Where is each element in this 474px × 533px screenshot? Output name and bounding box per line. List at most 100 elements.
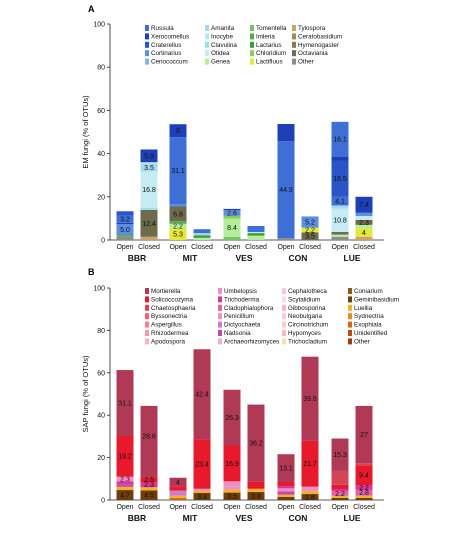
panel-a-data-label: 3.2: [120, 217, 130, 224]
panel-a-group-label: VES: [235, 253, 252, 263]
panel-b-bar-segment: [247, 481, 265, 489]
panel-a-bar-segment: [331, 196, 349, 206]
panel-b-legend-label: Chaetosphaeria: [151, 305, 196, 312]
panel-a-category-label: Open: [223, 244, 240, 251]
panel-b-legend-label: Archaeorhizomyces: [224, 338, 279, 345]
panel-b-bar-segment: [140, 482, 158, 488]
panel-a-bar-segment: [140, 171, 158, 208]
panel-b-legend-label: Aspergillus: [151, 322, 182, 329]
panel-a-data-label: 5.0: [120, 227, 130, 234]
panel-b-data-label: 13.1: [279, 465, 293, 472]
panel-b-legend-label: Trichocladium: [288, 338, 327, 345]
panel-b-data-label: 26.3: [225, 415, 239, 422]
panel-a-legend-swatch: [292, 33, 296, 40]
panel-b-legend-label: Hypomyces: [288, 330, 321, 337]
panel-b-bar-segment: [116, 370, 134, 436]
panel-b-data-label: 2.3: [120, 477, 130, 484]
panel-a-data-label: 2.2: [305, 227, 315, 234]
panel-a-y-tick-label: 80: [97, 65, 105, 72]
panel-b-bar-segment: [277, 488, 295, 492]
panel-a-legend-label: Craterellus: [151, 42, 181, 49]
panel-a-legend-swatch: [205, 33, 209, 40]
panel-b-data-label: 4.7: [120, 492, 130, 499]
panel-a-bar-segment: [169, 124, 187, 138]
panel-b-data-label: 2.2: [359, 485, 369, 492]
panel-b-bar-segment: [116, 490, 134, 500]
panel-b-y-tick-label: 100: [93, 286, 105, 293]
panel-b-bar-segment: [277, 496, 295, 500]
panel-a-legend-swatch: [205, 50, 209, 57]
panel-a-bar-segment: [223, 215, 241, 219]
panel-a-bar-segment: [301, 216, 319, 228]
panel-b-data-label: 9.4: [359, 473, 369, 480]
panel-b-legend-swatch: [282, 313, 286, 320]
panel-a-bar-segment: [140, 162, 158, 164]
panel-a-data-label: 3.5: [144, 165, 154, 172]
panel-a-data-label: 31.1: [171, 168, 185, 175]
panel-b-y-tick-label: 0: [101, 498, 105, 505]
panel-a-data-label: 44.9: [279, 187, 293, 194]
panel-b-bar-segment: [223, 389, 241, 446]
panel-a-letter: A: [88, 4, 95, 14]
panel-a-bar-segment: [331, 208, 349, 233]
panel-b-data-label: 16.9: [225, 461, 239, 468]
panel-a-bar-segment: [277, 238, 295, 240]
panel-b-category-label: Closed: [245, 504, 267, 511]
panel-b-data-label: 2.2: [335, 491, 345, 498]
panel-a-data-label: 16.1: [333, 137, 347, 144]
panel-b-data-label: 19.2: [118, 454, 132, 461]
panel-a-data-label: 4: [362, 230, 366, 237]
panel-a-bar-segment: [355, 236, 373, 240]
panel-b-bar-segment: [116, 484, 134, 487]
panel-a-data-label: 7.4: [359, 202, 369, 209]
panel-a-data-label: 4.1: [335, 198, 345, 205]
panel-a-bar-segment: [277, 141, 295, 239]
panel-a-data-label: 5.2: [305, 219, 315, 226]
panel-b-legend-swatch: [218, 288, 222, 294]
panel-a-bar-segment: [355, 224, 373, 229]
panel-a-data-label: 2.2: [173, 224, 183, 231]
panel-b-legend-label: Dictyochaeta: [224, 322, 261, 329]
panel-a-bar-segment: [355, 219, 373, 225]
panel-a-legend-swatch: [145, 25, 149, 31]
panel-b-category-label: Closed: [138, 504, 160, 511]
panel-b-bar-segment: [223, 492, 241, 500]
panel-b-legend-swatch: [348, 304, 352, 311]
panel-b-legend-label: Exophiala: [354, 322, 382, 329]
panel-b-legend-label: Cephalotheca: [288, 288, 327, 295]
panel-a-legend-label: Tomentella: [256, 25, 287, 32]
panel-a-category-label: Closed: [353, 244, 375, 251]
panel-a-bar-segment: [247, 232, 265, 234]
panel-b-data-label: 4: [176, 479, 180, 486]
panel-a-bar-segment: [140, 163, 158, 172]
panel-a-bar-segment: [223, 210, 241, 216]
panel-b-category-label: Closed: [191, 504, 213, 511]
panel-a-category-label: Closed: [138, 244, 160, 251]
panel-b-legend-label: Rhizodermea: [151, 330, 189, 337]
panel-a-legend-label: Cenococcum: [151, 59, 188, 66]
panel-b-y-tick-label: 40: [97, 413, 105, 420]
panel-b-legend-swatch: [348, 288, 352, 294]
panel-a-y-tick-label: 100: [93, 22, 105, 29]
panel-b-group-label: MIT: [183, 513, 198, 523]
panel-a-category-label: Open: [331, 244, 348, 251]
panel-b-bar-segment: [116, 476, 134, 482]
panel-b-data-label: 2.3: [144, 482, 154, 489]
panel-b-legend-swatch: [348, 330, 352, 336]
panel-b-category-label: Open: [277, 504, 294, 511]
panel-a-category-label: Open: [116, 244, 133, 251]
panel-a-legend-swatch: [292, 41, 296, 48]
panel-a-data-label: 10.8: [333, 218, 347, 225]
panel-b-legend-swatch: [348, 321, 352, 328]
panel-b-bar-segment: [193, 493, 211, 500]
panel-b-data-label: 3.3: [197, 494, 207, 501]
panel-b-legend-label: Coniarium: [354, 288, 383, 295]
panel-b-bar-segment: [331, 488, 349, 492]
panel-b-y-tick-label: 20: [97, 455, 105, 462]
panel-b-category-label: Open: [169, 504, 186, 511]
panel-b-legend-swatch: [218, 321, 222, 328]
panel-b-bar-segment: [331, 495, 349, 498]
panel-b-legend-swatch: [145, 321, 149, 328]
panel-a-bar-segment: [193, 235, 211, 238]
panel-b-bar-segment: [301, 356, 319, 441]
